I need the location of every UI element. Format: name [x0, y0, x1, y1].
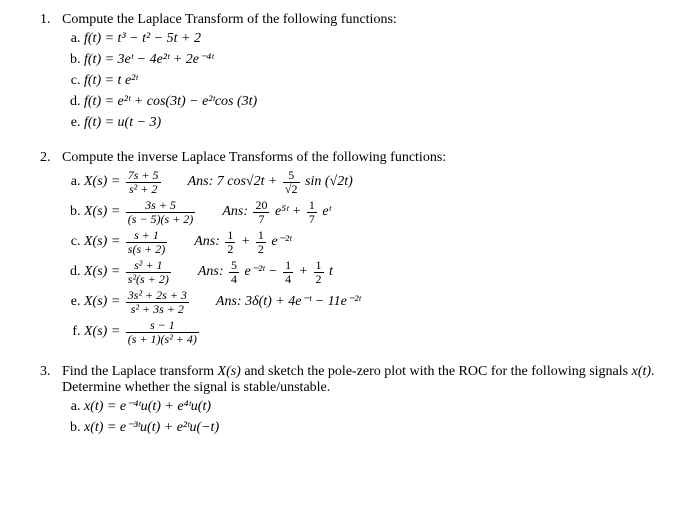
- q2-item-f: X(s) = s − 1 (s + 1)(s² + 4): [84, 318, 669, 346]
- question-3: Find the Laplace transform X(s) and sket…: [54, 364, 669, 438]
- question-2: Compute the inverse Laplace Transforms o…: [54, 150, 669, 346]
- q2b-fraction: 3s + 5 (s − 5)(s + 2): [124, 199, 198, 225]
- q1-item-e: f(t) = u(t − 3): [84, 114, 669, 133]
- q2f-fraction: s − 1 (s + 1)(s² + 4): [124, 319, 201, 345]
- question-1-prompt: Compute the Laplace Transform of the fol…: [62, 12, 397, 27]
- q1-item-b: f(t) = 3eᵗ − 4e²ᵗ + 2e⁻⁴ᵗ: [84, 51, 669, 70]
- q2d-answer: Ans: 54 e⁻²ᵗ − 14 + 12 t: [198, 264, 333, 279]
- q2-item-a: X(s) = 7s + 5 s² + 2 Ans: 7 cos√2t + 5 √…: [84, 168, 669, 196]
- q2a-fraction: 7s + 5 s² + 2: [124, 169, 163, 195]
- q2-item-b: X(s) = 3s + 5 (s − 5)(s + 2) Ans: 207 e⁵…: [84, 198, 669, 226]
- q2c-answer: Ans: 12 + 12 e⁻²ᵗ: [194, 234, 291, 249]
- q2a-answer: Ans: 7 cos√2t + 5 √2 sin (√2t): [188, 174, 353, 189]
- q2-item-e: X(s) = 3s² + 2s + 3 s² + 3s + 2 Ans: 3δ(…: [84, 288, 669, 316]
- question-2-prompt: Compute the inverse Laplace Transforms o…: [62, 150, 446, 165]
- question-3-prompt: Find the Laplace transform X(s) and sket…: [62, 364, 655, 395]
- q1-item-c: f(t) = t e²ᵗ: [84, 72, 669, 91]
- q2-item-d: X(s) = s² + 1 s²(s + 2) Ans: 54 e⁻²ᵗ − 1…: [84, 258, 669, 286]
- q3-item-a: x(t) = e⁻⁴ᵗu(t) + e⁴ᵗu(t): [84, 398, 669, 417]
- q1-item-a: f(t) = t³ − t² − 5t + 2: [84, 30, 669, 49]
- q2e-fraction: 3s² + 2s + 3 s² + 3s + 2: [124, 289, 191, 315]
- q2e-answer: Ans: 3δ(t) + 4e⁻ᵗ − 11e⁻²ᵗ: [216, 294, 361, 309]
- q2c-fraction: s + 1 s(s + 2): [124, 229, 169, 255]
- question-1: Compute the Laplace Transform of the fol…: [54, 12, 669, 132]
- q1-item-d: f(t) = e²ᵗ + cos(3t) − e²ᵗcos (3t): [84, 93, 669, 112]
- q2d-fraction: s² + 1 s²(s + 2): [124, 259, 173, 285]
- q2b-answer: Ans: 207 e⁵ᵗ + 17 eᵗ: [222, 204, 331, 219]
- q3-item-b: x(t) = e⁻³ᵗu(t) + e²ᵗu(−t): [84, 419, 669, 438]
- q2-item-c: X(s) = s + 1 s(s + 2) Ans: 12 + 12 e⁻²ᵗ: [84, 228, 669, 256]
